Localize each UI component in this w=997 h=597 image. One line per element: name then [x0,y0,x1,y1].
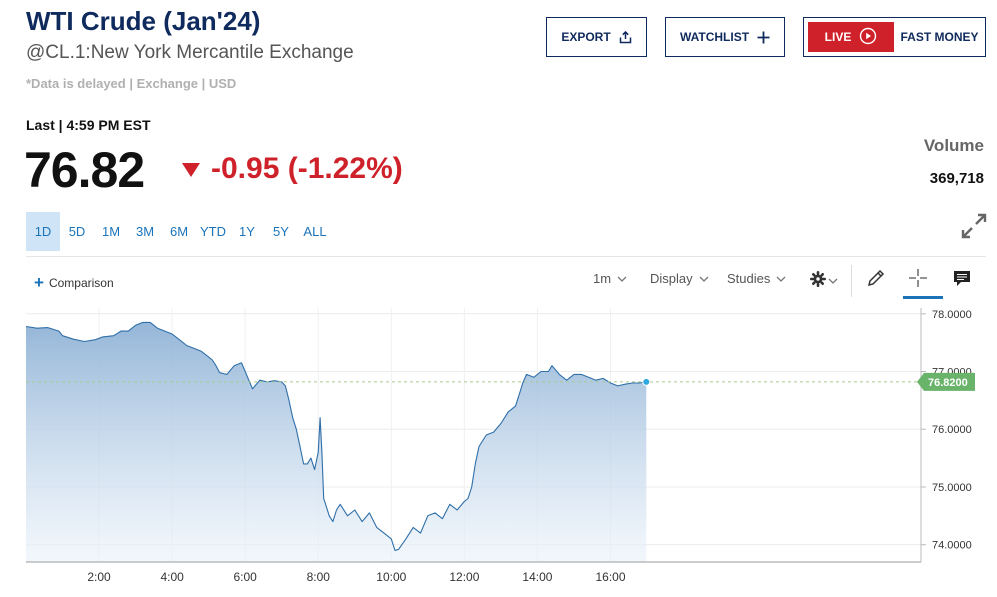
last-updated: Last | 4:59 PM EST [26,117,151,133]
chevron-down-icon [828,273,838,288]
last-price-tag [917,372,975,391]
last-price-tag-label: 76.8200 [928,377,968,389]
range-ytd[interactable]: YTD [200,224,226,239]
y-tick-label: 78.0000 [932,309,972,321]
comparison-label: Comparison [48,275,114,290]
y-tick-label: 76.0000 [932,424,972,436]
live-fast-money-button[interactable]: LIVE FAST MONEY [803,17,986,57]
chevron-down-icon [617,271,627,286]
display-label: Display [650,271,693,286]
range-1d[interactable]: 1D [26,212,60,251]
chevron-down-icon [776,271,786,286]
range-all[interactable]: ALL [303,224,327,239]
pencil-icon[interactable] [866,268,886,293]
header-divider [26,256,986,257]
exchange-subtitle: @CL.1:New York Mercantile Exchange [26,42,354,63]
x-tick-label: 10:00 [376,570,406,584]
x-tick-label: 14:00 [522,570,552,584]
last-price: 76.82 [24,142,145,198]
studies-dropdown[interactable]: Studies [727,271,786,286]
watchlist-label: WATCHLIST [679,30,750,44]
live-label: LIVE [824,30,852,44]
interval-label: 1m [593,271,612,286]
plus-icon [757,31,770,44]
x-tick-label: 8:00 [307,570,331,584]
price-change: -0.95 (-1.22%) [181,152,403,186]
comment-icon[interactable] [952,268,972,293]
x-tick-label: 16:00 [595,570,625,584]
range-1y[interactable]: 1Y [239,224,255,239]
export-label: EXPORT [561,30,611,44]
expand-arrows-icon[interactable] [960,212,988,245]
range-6m[interactable]: 6M [169,224,189,239]
gear-icon [810,271,826,290]
range-3m[interactable]: 3M [135,224,155,239]
price-change-value: -0.95 (-1.22%) [211,152,403,185]
share-up-icon [619,30,632,44]
settings-dropdown[interactable] [810,271,838,290]
page-title: WTI Crude (Jan'24) [26,6,261,36]
volume-label: Volume [923,136,984,155]
range-5d[interactable]: 5D [68,224,86,239]
last-price-dot [642,377,651,386]
play-circle-icon [859,27,877,48]
x-tick-label: 2:00 [87,570,111,584]
range-1m[interactable]: 1M [101,224,121,239]
volume-value: 369,718 [929,170,984,187]
comparison-button[interactable]: + Comparison [34,274,114,291]
x-tick-label: 12:00 [449,570,479,584]
x-tick-label: 6:00 [234,570,258,584]
price-line [25,321,647,552]
down-triangle-icon [181,152,201,186]
live-badge: LIVE [808,22,894,52]
y-tick-label: 75.0000 [932,482,972,494]
display-dropdown[interactable]: Display [650,271,709,286]
chevron-down-icon [699,271,709,286]
range-selector: 1D 5D 1M 3M 6M YTD 1Y 5Y ALL [26,212,332,251]
studies-label: Studies [727,271,771,286]
plus-icon: + [34,273,44,292]
toolbar-separator [851,265,852,297]
x-tick-label: 4:00 [160,570,184,584]
active-tool-indicator [903,296,943,299]
interval-dropdown[interactable]: 1m [593,271,627,286]
watchlist-button[interactable]: WATCHLIST [665,17,785,57]
price-area-fill [26,322,647,562]
delayed-note: *Data is delayed | Exchange | USD [26,76,237,91]
y-tick-label: 74.0000 [932,540,972,552]
range-5y[interactable]: 5Y [273,224,289,239]
export-button[interactable]: EXPORT [546,17,647,57]
fast-money-label: FAST MONEY [900,30,979,44]
crosshair-icon[interactable] [908,268,928,293]
